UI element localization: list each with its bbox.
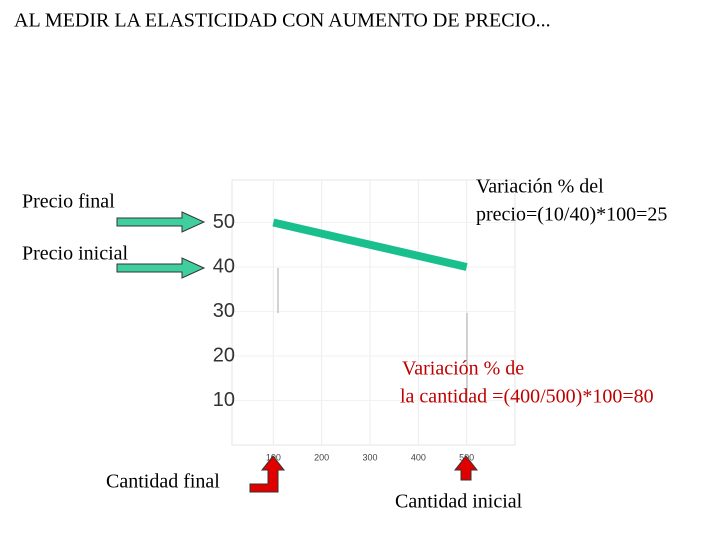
x-tick-label: 200 (314, 452, 329, 462)
y-tick-label: 20 (213, 344, 235, 366)
y-tick-label: 50 (213, 211, 235, 233)
plot-frame (231, 179, 516, 446)
annotation: la cantidad =(400/500)*100=80 (400, 386, 654, 408)
arrow (116, 211, 206, 233)
plot-area: 1002003004005001020304050 (213, 179, 516, 462)
annotation: Cantidad final (106, 471, 220, 493)
x-tick-label: 400 (411, 452, 426, 462)
x-tick-label: 300 (362, 452, 377, 462)
y-tick-label: 40 (213, 255, 235, 277)
arrow (249, 455, 286, 493)
annotation: Cantidad inicial (395, 491, 523, 513)
arrow (453, 455, 479, 481)
annotation: Precio final (22, 191, 115, 213)
slide-title: AL MEDIR LA ELASTICIDAD CON AUMENTO DE P… (14, 10, 551, 32)
annotation: Variación % de (402, 358, 524, 380)
annotation: precio=(10/40)*100=25 (476, 204, 667, 226)
arrow (116, 257, 206, 279)
annotation: Variación % del (476, 176, 604, 198)
y-tick-label: 10 (213, 389, 235, 411)
demand-line (272, 218, 468, 271)
y-tick-label: 30 (213, 300, 235, 322)
annotation: Precio inicial (22, 243, 129, 265)
